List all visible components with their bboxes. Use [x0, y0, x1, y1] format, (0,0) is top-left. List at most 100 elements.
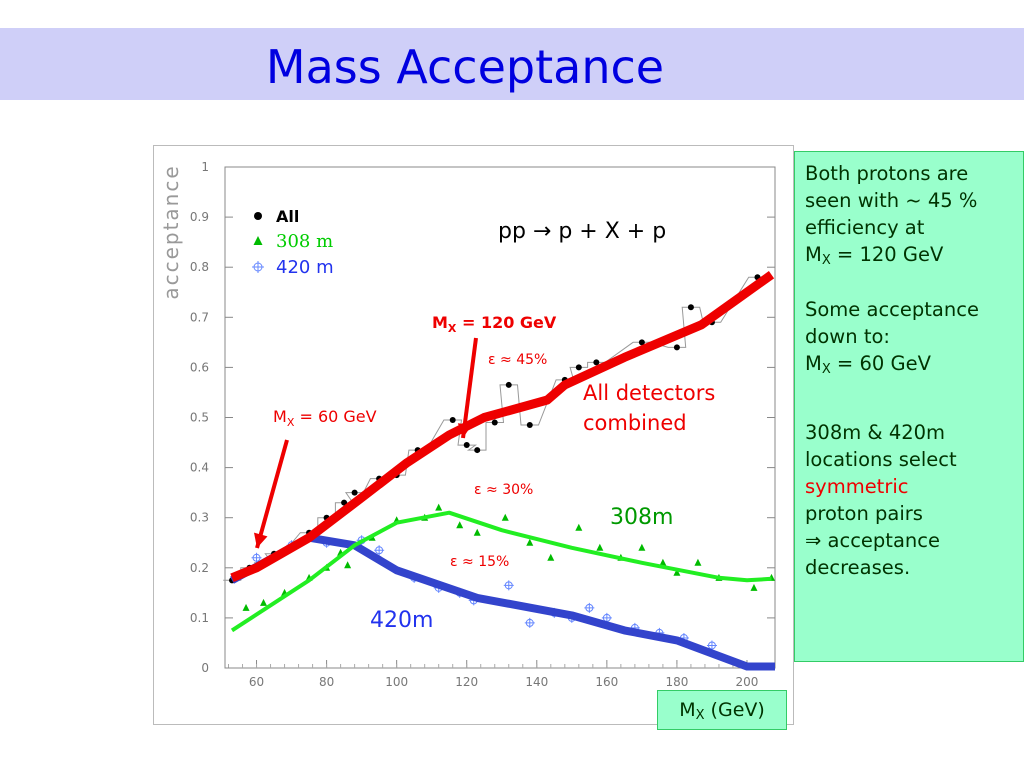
308m-label: 308m: [610, 505, 673, 530]
note-text: locations select: [805, 448, 957, 471]
note-text: ⇒ acceptance: [805, 529, 940, 552]
x-axis-label-unit: (GeV): [704, 699, 765, 721]
note-text: seen with ~ 45 %: [805, 189, 978, 212]
y-tick-label: 0.9: [190, 210, 209, 224]
308m-data-point: [673, 568, 681, 576]
note-efficiency: Both protons are seen with ~ 45 % effici…: [805, 160, 1013, 274]
note-text: efficiency at: [805, 216, 925, 239]
note-text: M: [805, 352, 822, 375]
420m-series-line: [230, 533, 775, 671]
420m-data-point-cross: [251, 552, 262, 563]
arrow-mx60-head: [254, 532, 268, 548]
x-tick-label: 60: [249, 675, 264, 689]
308m-data-point: [575, 523, 583, 531]
process-label: pp → p + X + p: [498, 219, 666, 244]
legend-label: All: [276, 207, 299, 226]
all-data-point: [575, 364, 582, 371]
all-data-point: [638, 339, 645, 346]
308m-data-point: [694, 558, 702, 566]
308m-data-point: [435, 503, 443, 511]
note-text: Both protons are: [805, 162, 969, 185]
note-subscript: X: [821, 362, 831, 377]
y-tick-label: 0: [201, 661, 209, 675]
all-detectors-label-2: combined: [583, 411, 687, 435]
legend-marker-all: [254, 212, 262, 220]
y-tick-label: 0.8: [190, 260, 209, 274]
420m-data-point-cross: [503, 580, 514, 591]
x-axis-label: MX (GeV): [657, 690, 787, 730]
note-text: proton pairs: [805, 502, 923, 525]
slide-title: Mass Acceptance: [265, 40, 665, 94]
eps45-label: ε ≈ 45%: [488, 352, 547, 368]
all-data-point: [687, 304, 694, 311]
note-text: = 60 GeV: [830, 352, 931, 375]
x-tick-label: 180: [665, 675, 688, 689]
note-text: Some acceptance: [805, 298, 979, 321]
308m-data-point: [242, 603, 250, 611]
all-data-point: [449, 417, 456, 424]
x-axis-label-subscript: X: [695, 708, 705, 723]
legend-marker-308m: [253, 236, 263, 245]
420m-data-point-cross: [524, 617, 535, 628]
all-detectors-label: All detectors: [583, 381, 715, 405]
308m-data-point: [659, 558, 667, 566]
note-text: decreases.: [805, 556, 911, 579]
all-data-point: [474, 447, 481, 454]
x-axis-label-text: M: [679, 699, 696, 721]
all-data-point: [491, 419, 498, 426]
420m-data-point-cross: [374, 545, 385, 556]
x-tick-label: 140: [525, 675, 548, 689]
420m-data-point-cross: [584, 602, 595, 613]
all-data-point: [505, 381, 512, 388]
y-tick-label: 1: [201, 160, 209, 174]
308m-data-point: [750, 583, 758, 591]
note-text: down to:: [805, 325, 890, 348]
y-axis-label: acceptance: [159, 164, 183, 299]
note-text: M: [805, 243, 822, 266]
308m-data-point: [344, 561, 352, 569]
308m-data-point: [596, 543, 604, 551]
y-tick-label: 0.2: [190, 561, 209, 575]
308m-data-point: [547, 553, 555, 561]
chart-axes: 60 80 100 120 140 160 180 200 0 0.1 0.2 0.3 0.4 0.5 0.…: [190, 160, 776, 689]
all-data-point: [593, 359, 600, 366]
eps15-label: ε ≈ 15%: [450, 554, 509, 570]
note-text: = 120 GeV: [830, 243, 944, 266]
note-subscript: X: [821, 253, 831, 268]
note-locations: 308m & 420m locations select symmetric p…: [805, 419, 1013, 581]
mx60-label: MX = 60 GeV: [273, 407, 377, 429]
y-tick-label: 0.3: [190, 511, 209, 525]
308m-data-point: [501, 513, 509, 521]
x-tick-label: 160: [595, 675, 618, 689]
308m-data-point: [526, 538, 534, 546]
note-text-highlight: symmetric: [805, 475, 909, 498]
notes-panel: Both protons are seen with ~ 45 % effici…: [794, 151, 1024, 662]
all-data-point: [341, 499, 348, 506]
all-data-point: [673, 344, 680, 351]
y-tick-label: 0.5: [190, 411, 209, 425]
arrow-mx120: [461, 337, 478, 439]
x-tick-label: 80: [319, 675, 334, 689]
y-tick-label: 0.1: [190, 611, 209, 625]
308m-data-point: [638, 543, 646, 551]
legend-marker-420m-cross: [252, 261, 264, 273]
420m-label: 420m: [370, 608, 433, 633]
x-tick-label: 120: [455, 675, 478, 689]
legend-label: 420 m: [276, 257, 334, 278]
all-data-point: [463, 442, 470, 449]
420m-data-point-cross: [706, 640, 717, 651]
legend-label: 308 m: [276, 231, 333, 252]
note-low-mass: Some acceptance down to: MX = 60 GeV: [805, 296, 1013, 383]
eps30-label: ε ≈ 30%: [474, 482, 533, 498]
x-tick-label: 200: [736, 675, 759, 689]
chart-series: [223, 271, 775, 671]
y-tick-label: 0.7: [190, 310, 209, 324]
308m-data-point: [260, 598, 268, 606]
x-tick-label: 100: [385, 675, 408, 689]
arrow-mx60: [255, 439, 289, 549]
308m-series-line: [230, 510, 772, 633]
308m-data-point: [456, 521, 464, 529]
mx120-label: MX = 120 GeV: [432, 313, 557, 335]
title-band: [0, 28, 1024, 100]
